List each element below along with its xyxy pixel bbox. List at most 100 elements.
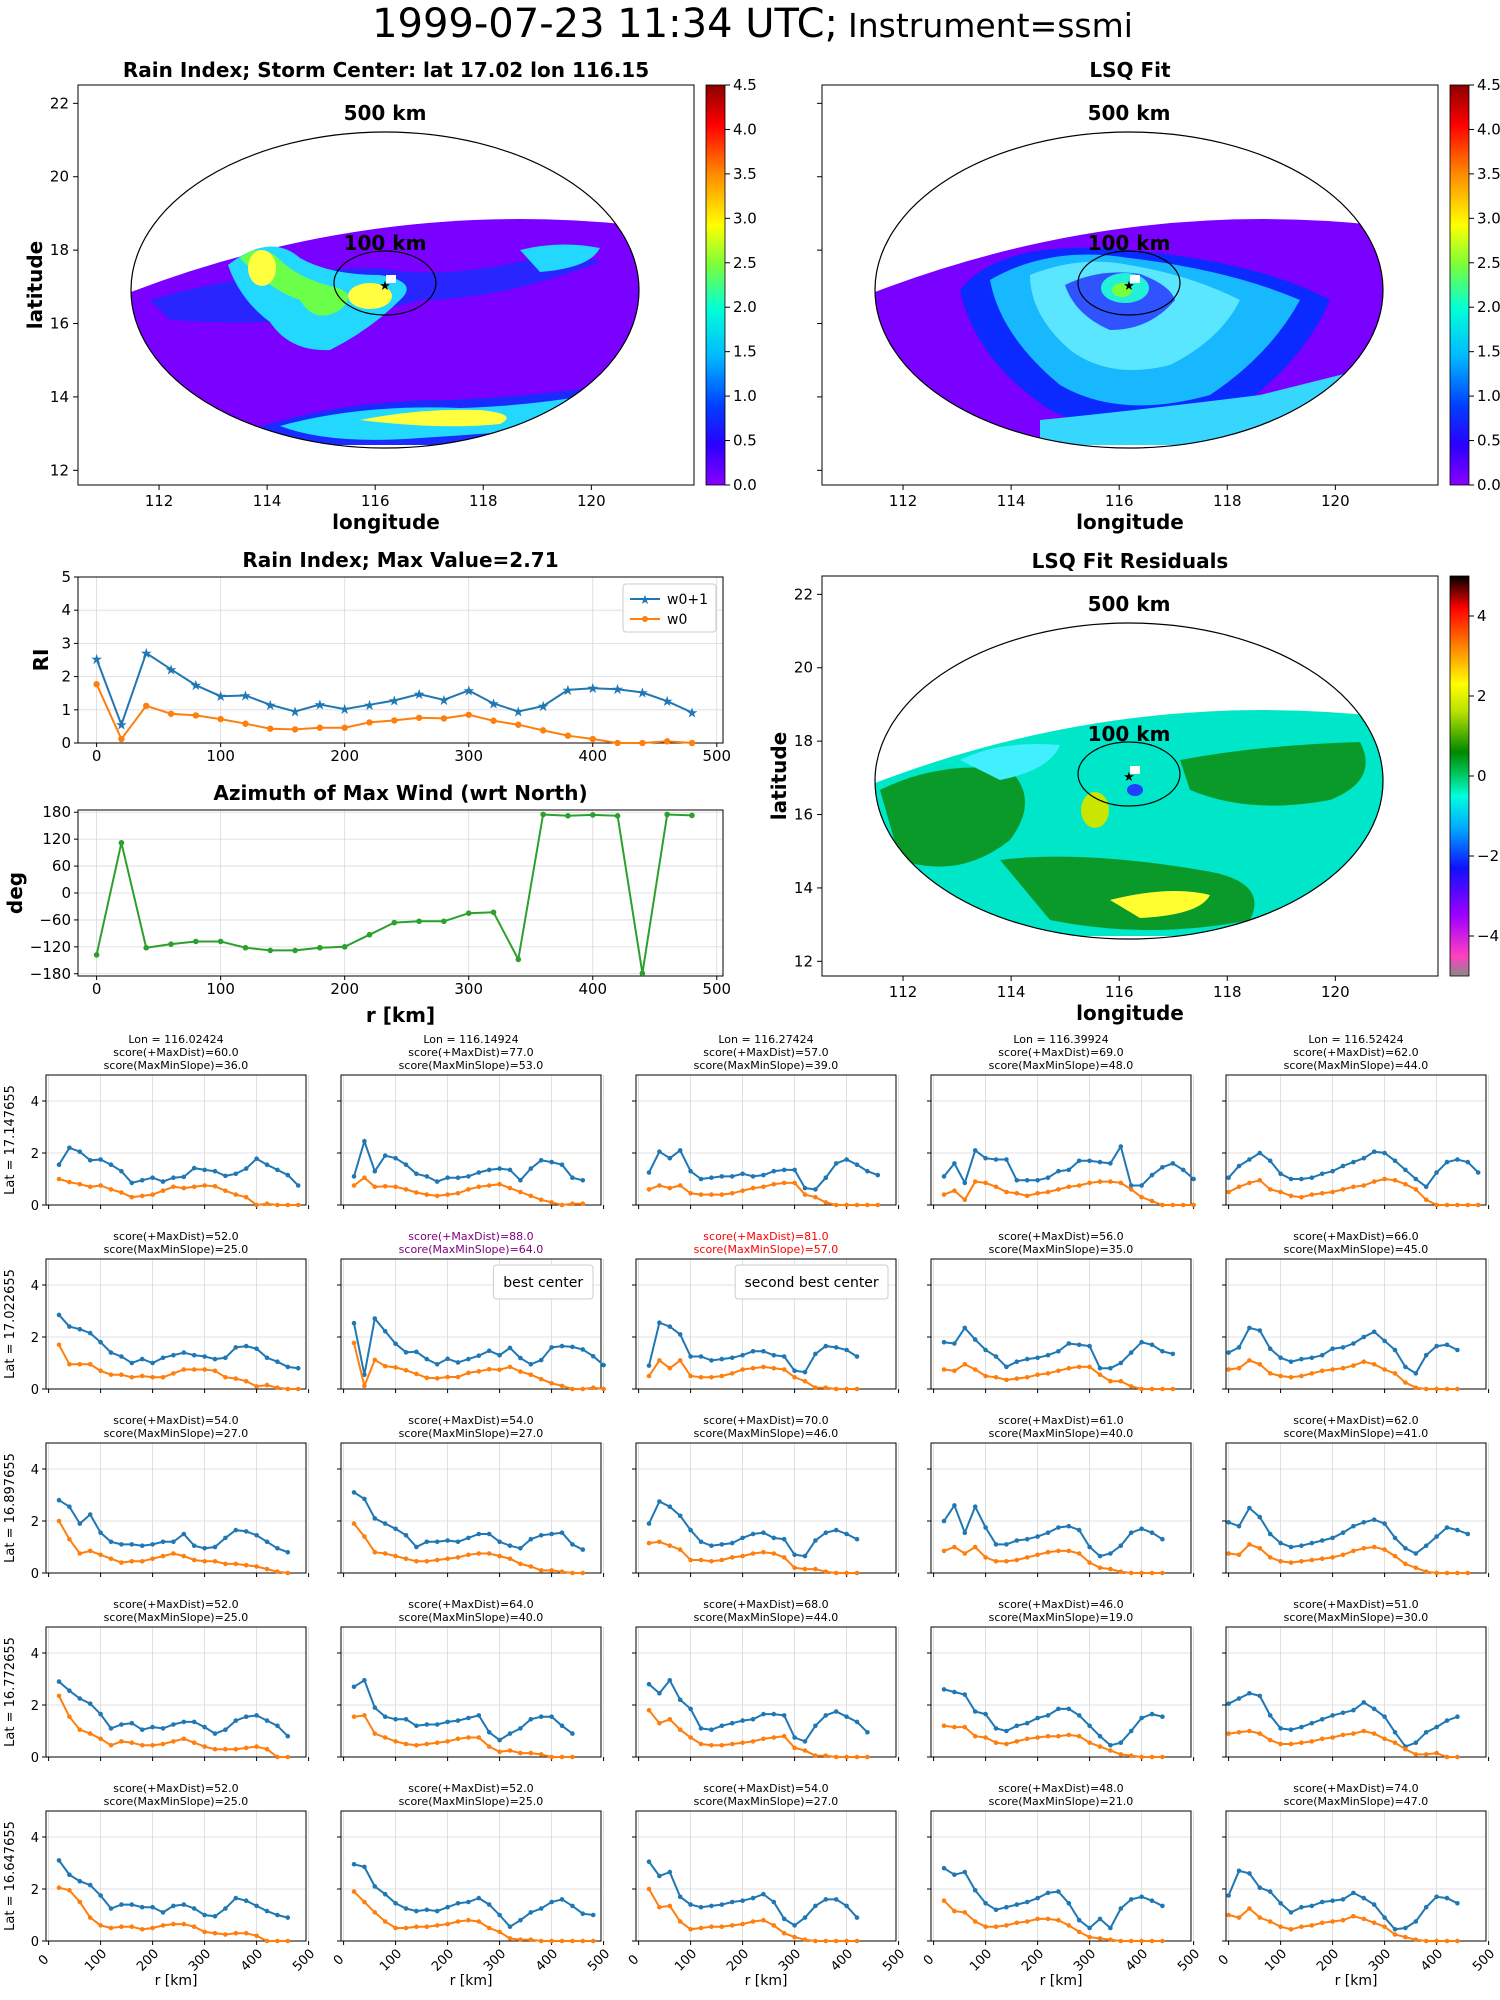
cell-w0p1-marker [108, 1350, 114, 1355]
cell-w0-marker [372, 1731, 378, 1736]
cell-w0p1-marker [1330, 1535, 1335, 1541]
az-marker [341, 944, 348, 950]
cell-w0p1-marker [233, 1527, 239, 1533]
cell-w0-marker [559, 1202, 565, 1208]
cell-w0p1-marker [688, 1354, 693, 1359]
cell-w0p1-marker [424, 1907, 430, 1913]
cell-w0-marker [1247, 1180, 1252, 1186]
ri-w0-marker [415, 714, 423, 721]
cell-score-maxminslope: score(MaxMinSlope)=30.0 [1284, 1611, 1429, 1624]
cell-w0-marker [750, 1365, 756, 1371]
fit-map-100km-ring [1077, 250, 1181, 316]
legend-label: w0+1 [667, 592, 708, 608]
y-tick-label: 0 [31, 1751, 39, 1766]
cell-w0-marker [171, 1184, 176, 1190]
cell-w0-marker [393, 1739, 398, 1744]
cell-w0p1-marker [1288, 1544, 1294, 1550]
plot-background [636, 1075, 896, 1205]
cell-w0-marker [1097, 1179, 1103, 1184]
cell-w0p1-marker [941, 1518, 947, 1524]
cell-w0-marker [646, 1540, 652, 1546]
cell-w0-marker [983, 1180, 988, 1186]
cell-w0-marker [1382, 1736, 1387, 1742]
cell-w0-marker [507, 1556, 513, 1561]
cell-w0p1-marker [657, 1691, 662, 1696]
fit-map-xlabel: longitude [1076, 510, 1184, 534]
cell-w0p1-marker [212, 1168, 218, 1174]
ri-w0-marker [267, 725, 274, 732]
ri-w0-marker [167, 710, 175, 717]
az-marker [366, 931, 373, 938]
cell-w0p1-marker [1035, 1355, 1040, 1361]
cell-w0-marker [646, 1886, 652, 1892]
cell-w0-marker [1097, 1372, 1103, 1377]
score-cell: score(+MaxDist)=54.0score(MaxMinSlope)=2… [337, 1414, 605, 1577]
cell-xtick-label: 500 [1175, 1946, 1203, 1974]
cell-w0-marker [1465, 1202, 1471, 1208]
cell-w0-marker [1087, 1364, 1092, 1370]
cell-w0-marker [1340, 1732, 1346, 1738]
cell-w0-marker [1465, 1570, 1471, 1576]
az-xlabel: r [km] [366, 1003, 435, 1027]
cell-w0-marker [1392, 1740, 1398, 1745]
legend-marker [642, 616, 648, 622]
ri-w0p1-marker: ★ [611, 682, 624, 698]
score-cell: score(+MaxDist)=64.0score(MaxMinSlope)=4… [337, 1598, 605, 1761]
cell-w0-marker [1382, 1176, 1387, 1182]
cell-w0-marker [771, 1181, 777, 1187]
cell-w0-marker [1444, 1386, 1450, 1392]
cell-w0-marker [993, 1924, 999, 1929]
colorbar-tick-label: 4 [1477, 607, 1487, 625]
cell-w0p1-marker [1361, 1334, 1367, 1340]
cell-xtick-label: 300 [481, 1946, 509, 1974]
cell-w0-marker [781, 1367, 787, 1372]
cell-w0-marker [212, 1559, 218, 1564]
cell-w0-marker [1024, 1193, 1030, 1199]
cell-w0p1-marker [962, 1180, 968, 1186]
cell-w0-marker [1267, 1919, 1273, 1924]
cell-w0p1-marker [1434, 1170, 1439, 1175]
cell-w0-marker [486, 1744, 492, 1749]
cell-w0p1-marker [1465, 1159, 1471, 1165]
cell-w0-marker [1045, 1733, 1051, 1739]
resid-map-title: LSQ Fit Residuals [1032, 549, 1229, 573]
cell-w0-marker [129, 1194, 135, 1200]
cell-w0p1-marker [833, 1161, 839, 1166]
cell-w0p1-marker [646, 1363, 652, 1368]
cell-w0p1-marker [538, 1906, 544, 1911]
cell-w0p1-marker [1226, 1701, 1231, 1706]
cell-w0p1-marker [1191, 1176, 1196, 1182]
cell-w0-marker [549, 1200, 554, 1205]
cell-w0p1-marker [1267, 1889, 1273, 1894]
map-ytick-label: 12 [794, 952, 813, 970]
cell-w0p1-marker [570, 1175, 575, 1180]
cell-w0p1-marker [518, 1546, 523, 1551]
plot-background [1226, 1811, 1486, 1941]
cell-w0-marker [1267, 1187, 1273, 1192]
cell-w0-marker [719, 1924, 725, 1929]
cell-w0-marker [1361, 1728, 1367, 1734]
cell-w0-marker [150, 1192, 155, 1197]
cell-w0p1-marker [729, 1899, 735, 1905]
y-tick-label: 4 [31, 1647, 39, 1662]
cell-w0p1-marker [709, 1358, 714, 1363]
cell-score-maxdist: score(+MaxDist)=74.0 [1293, 1782, 1418, 1795]
cell-w0-marker [1149, 1570, 1155, 1576]
cell-w0p1-marker [1045, 1175, 1051, 1180]
cell-w0-marker [844, 1938, 849, 1944]
cell-w0-marker [1170, 1202, 1176, 1208]
cell-w0-marker [719, 1373, 725, 1379]
cell-w0p1-marker [1392, 1730, 1398, 1735]
rain-map-500km-label: 500 km [344, 101, 427, 125]
score-cell: Lon = 116.39924score(+MaxDist)=69.0score… [927, 1033, 1196, 1209]
cell-w0-marker [77, 1899, 83, 1905]
cell-w0p1-marker [1024, 1356, 1030, 1362]
cell-w0-line [943, 1545, 1163, 1574]
cell-w0p1-marker [1382, 1521, 1387, 1526]
cell-w0-marker [993, 1184, 999, 1190]
cell-w0p1-marker [667, 1678, 673, 1683]
cell-w0-marker [802, 1566, 808, 1572]
cell-w0-marker [351, 1889, 357, 1894]
cell-w0-marker [709, 1375, 714, 1380]
cell-w0p1-marker [67, 1688, 72, 1693]
